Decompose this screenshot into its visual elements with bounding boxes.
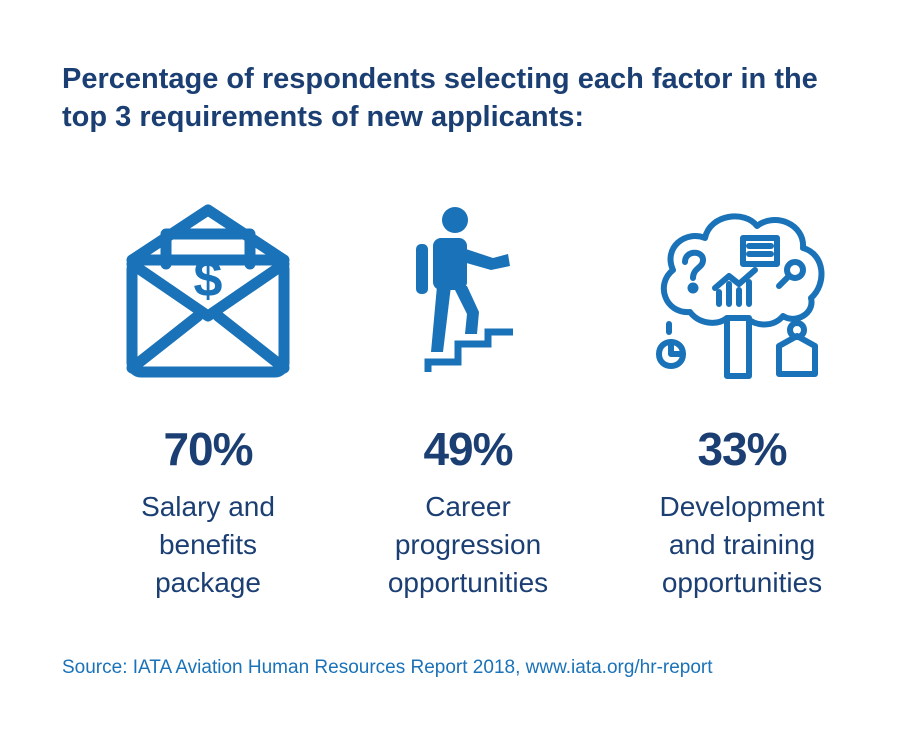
salary-percentage: 70% (163, 423, 253, 475)
svg-text:$: $ (194, 250, 223, 308)
tree-ideas-icon (655, 213, 824, 379)
chart-title: Percentage of respondents selecting each… (62, 63, 818, 133)
envelope-dollar-icon: $ (126, 204, 290, 377)
person-climbing-stairs-icon (416, 206, 513, 372)
factor-salary: $ 70% Salary and benefits package (78, 196, 338, 602)
career-label: Career progression opportunities (387, 491, 549, 598)
development-label: Development and training opportunities (659, 491, 825, 598)
development-percentage: 33% (697, 423, 787, 475)
source-note: Source: IATA Aviation Human Resources Re… (62, 657, 713, 678)
factor-career: 49% Career progression opportunities (338, 196, 598, 602)
factor-development: 33% Development and training opportuniti… (612, 196, 872, 602)
salary-label: Salary and benefits package (141, 491, 275, 598)
career-percentage: 49% (423, 423, 513, 475)
